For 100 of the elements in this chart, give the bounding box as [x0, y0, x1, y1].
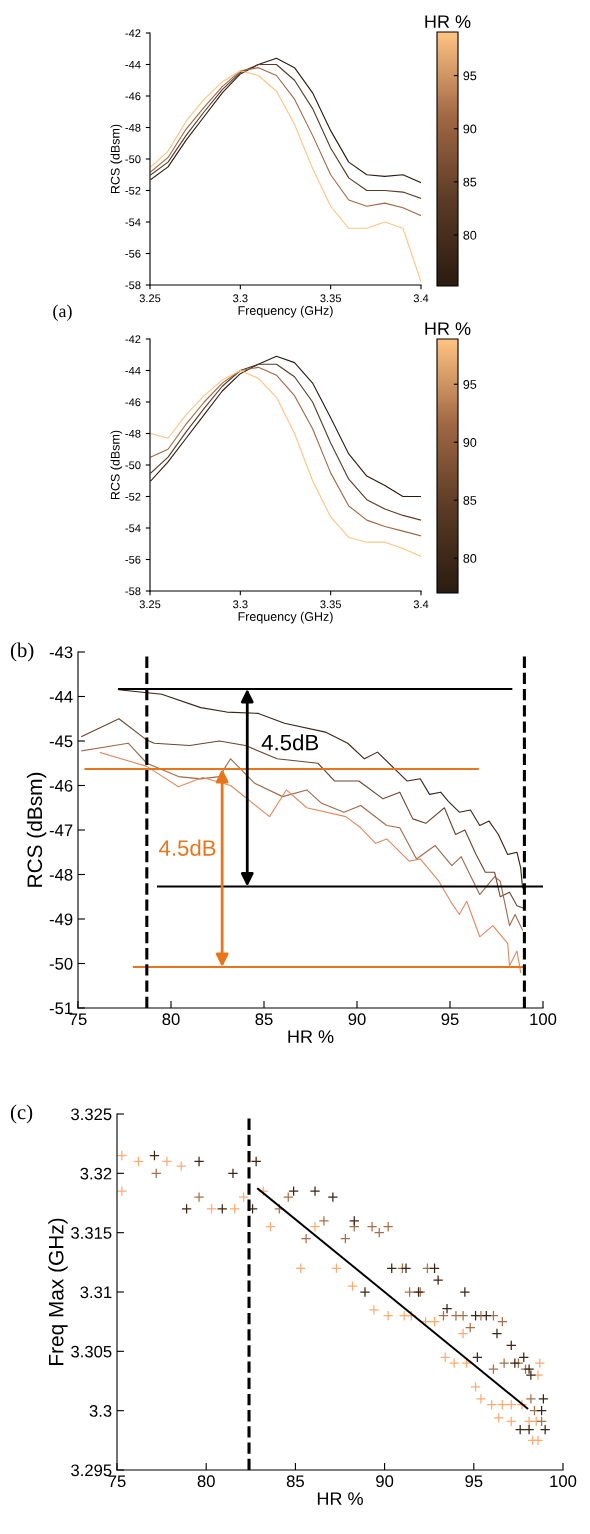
x-tick-label: 3.35 [320, 294, 342, 303]
point [439, 1351, 451, 1363]
point [525, 1369, 537, 1381]
point [175, 1160, 187, 1172]
point [464, 1322, 476, 1333]
y-tick-label: -42 [125, 29, 141, 38]
point [216, 1203, 228, 1215]
point [493, 1412, 505, 1424]
y-tick-label: -48 [125, 429, 141, 438]
x-tick-label: 75 [108, 1475, 126, 1488]
point [258, 1185, 269, 1197]
y-tick-label: -44 [125, 60, 141, 69]
point [282, 1191, 294, 1203]
point [193, 1156, 205, 1167]
point [457, 1310, 469, 1322]
point [516, 1399, 528, 1411]
point [459, 1286, 471, 1298]
point [206, 1203, 217, 1215]
x-tick-label: 90 [348, 1013, 366, 1026]
y-tick-label: -46 [49, 779, 73, 792]
annotation: 4.5dB [261, 734, 319, 751]
y-tick-label: -54 [125, 218, 141, 227]
y-tick-label: -48 [49, 868, 73, 881]
point [505, 1416, 517, 1427]
point [429, 1316, 440, 1327]
point [366, 1221, 378, 1233]
y-tick-label: 3.315 [71, 1227, 112, 1239]
point [505, 1399, 517, 1411]
x-tick-label: 3.25 [139, 600, 161, 609]
point [488, 1363, 499, 1375]
color-bar-title: HR % [425, 322, 471, 335]
y-tick-label: 3.3 [89, 1405, 112, 1417]
y-tick-label: 3.305 [71, 1345, 112, 1358]
x-tick-label: 85 [286, 1475, 304, 1488]
point [498, 1357, 510, 1369]
y-tick-label: -52 [125, 492, 141, 501]
y-tick-label: -51 [49, 1002, 73, 1015]
point [117, 1150, 128, 1161]
annotation: 4.5dB [159, 839, 216, 856]
line-series [118, 689, 524, 889]
x-tick-label: 80 [162, 1013, 180, 1026]
color-bar-label: 85 [463, 496, 477, 505]
color-bar-label: 80 [463, 554, 477, 563]
point [373, 1227, 385, 1238]
point [347, 1280, 358, 1292]
color-bar-label: 90 [463, 438, 477, 447]
point [532, 1435, 544, 1446]
point [181, 1203, 192, 1215]
point [295, 1262, 307, 1274]
color-bar-label: 95 [463, 71, 477, 81]
y-tick-label: -47 [49, 824, 73, 837]
y-tick-label: 3.325 [71, 1108, 112, 1121]
point [429, 1262, 440, 1274]
x-tick-label: 90 [376, 1475, 394, 1488]
x-tick-label: 3.3 [233, 600, 248, 609]
line-series [99, 752, 522, 973]
y-tick-label: 3.32 [80, 1167, 112, 1180]
point [149, 1150, 160, 1161]
point [536, 1416, 547, 1427]
point [193, 1191, 205, 1203]
point [300, 1233, 312, 1244]
point [432, 1274, 444, 1286]
point [327, 1191, 339, 1203]
point [497, 1316, 508, 1327]
point [505, 1340, 517, 1351]
point [274, 1203, 285, 1215]
x-axis-title: Frequency (GHz) [238, 305, 333, 318]
x-tick-label: 100 [530, 1013, 557, 1026]
x-tick-label: 95 [441, 1013, 459, 1026]
y-tick-label: -50 [125, 461, 141, 470]
point [523, 1416, 535, 1427]
point [400, 1262, 412, 1274]
x-axis-title: HR % [288, 1030, 334, 1043]
x-tick-label: 80 [197, 1475, 215, 1488]
y-tick-label: -52 [125, 186, 141, 195]
y-tick-label: -45 [49, 735, 73, 748]
point [404, 1286, 415, 1298]
x-tick-label: 75 [69, 1013, 87, 1026]
y-tick-label: -44 [125, 366, 141, 375]
point [150, 1168, 162, 1179]
line-series [150, 355, 421, 498]
y-tick-label: -43 [49, 646, 73, 659]
point [491, 1328, 503, 1339]
point [227, 1168, 239, 1179]
y-axis-title: RCS (dBsm) [110, 124, 123, 194]
y-tick-label: -42 [125, 335, 141, 344]
x-tick-label: 85 [255, 1013, 273, 1026]
point [386, 1262, 398, 1274]
y-tick-label: -50 [49, 957, 73, 970]
point [481, 1310, 492, 1322]
y-axis-title: RCS (dBsm) [110, 430, 123, 500]
color-bar-label: 90 [463, 124, 477, 134]
point [309, 1221, 321, 1233]
point [309, 1185, 321, 1197]
y-axis-title: RCS (dBsm) [26, 772, 47, 887]
x-tick-label: 3.4 [413, 294, 429, 303]
point [538, 1393, 549, 1405]
point [348, 1215, 360, 1227]
point [470, 1310, 481, 1322]
x-tick-label: 3.25 [139, 294, 161, 303]
